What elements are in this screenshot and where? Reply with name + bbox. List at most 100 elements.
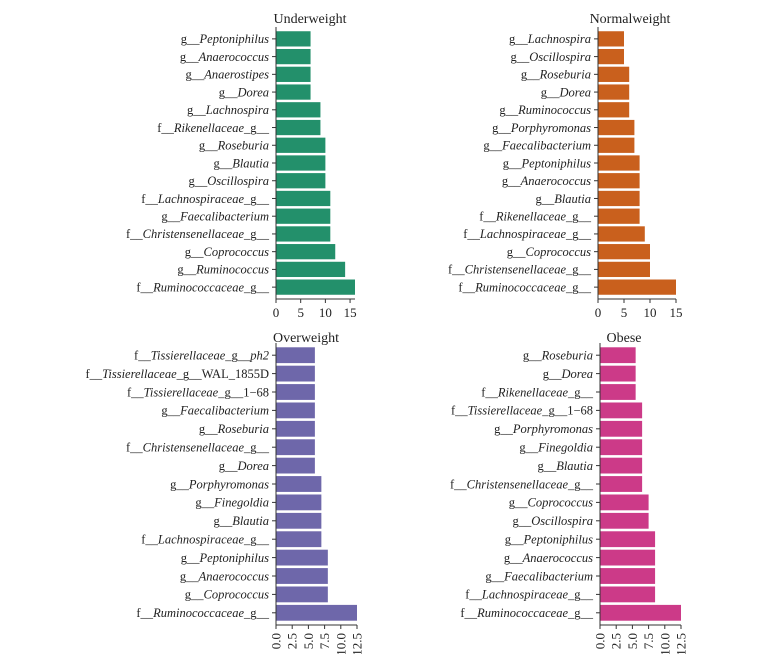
bar — [600, 347, 636, 364]
category-label: g__Coprococcus — [185, 588, 269, 602]
bar — [600, 420, 643, 437]
category-label: f__Tissierellaceae_g__WAL_1855D — [85, 367, 269, 381]
x-tick-label: 0.0 — [269, 633, 284, 649]
bar — [600, 549, 656, 566]
category-label: f__Christensenellaceae_g__ — [126, 441, 270, 455]
category-label: g__Peptoniphilus — [181, 32, 269, 46]
category-label: g__Oscillospira — [188, 174, 269, 188]
category-label: g__Blautia — [213, 156, 269, 170]
category-label: f__Lachnospiraceae_g__ — [463, 227, 592, 241]
bar — [276, 31, 311, 47]
category-label: g__Faecalibacterium — [161, 404, 269, 418]
category-label: g__Anaerococcus — [502, 174, 591, 188]
x-tick-label: 10.0 — [657, 633, 672, 654]
category-label: g__Blautia — [213, 514, 269, 528]
bar — [598, 208, 640, 224]
bar — [598, 190, 640, 207]
bar — [600, 439, 643, 456]
bar — [598, 84, 630, 100]
panel-title: Normalweight — [590, 12, 671, 27]
panel-title: Obese — [607, 331, 642, 346]
category-label: f__Ruminococcaceae_g__ — [136, 280, 269, 294]
bar — [276, 279, 355, 295]
category-label: g__Faecalibacterium — [485, 569, 593, 583]
bar — [598, 31, 624, 47]
bar — [600, 457, 643, 474]
bar — [276, 226, 331, 242]
x-tick-label: 10 — [319, 305, 332, 320]
panel-underweight: Underweight g__Peptoniphilus g__Anaerococc… — [126, 12, 357, 320]
category-label: g__Roseburia — [521, 68, 591, 82]
category-label: g__Peptoniphilus — [181, 551, 269, 565]
x-tick-label: 15 — [670, 305, 683, 320]
category-label: f__Rikenellaceae_g__ — [481, 385, 594, 399]
category-label: g__Anaerostipes — [185, 68, 269, 82]
bar — [598, 261, 650, 278]
panel-obese: Obese g__Roseburia g__Dorea f__Rikenellacea… — [450, 331, 689, 656]
category-label: g__Finegoldia — [195, 496, 269, 510]
bar — [600, 402, 643, 419]
category-label: g__Coprococcus — [507, 245, 591, 259]
x-tick-label: 0 — [273, 305, 280, 320]
bar — [276, 66, 311, 82]
category-label: f__Rikenellaceae_g__ — [479, 210, 592, 224]
category-label: g__Coprococcus — [509, 496, 593, 510]
bar — [598, 244, 650, 260]
bar — [598, 279, 676, 295]
bar — [598, 119, 635, 136]
bar — [276, 568, 328, 584]
category-label: g__Ruminococcus — [499, 103, 591, 117]
bar — [276, 347, 315, 364]
category-label: g__Peptoniphilus — [505, 533, 593, 547]
category-label: g__Dorea — [543, 367, 593, 381]
category-label: g__Dorea — [541, 85, 591, 99]
category-label: g__Oscillospira — [510, 50, 591, 64]
category-label: g__Faecalibacterium — [483, 139, 591, 153]
bar — [276, 420, 315, 437]
bar — [276, 531, 322, 548]
category-label: f__Tissierellaceae_g__ph2 — [134, 349, 269, 363]
x-tick-label: 7.5 — [317, 633, 332, 649]
bar — [600, 531, 656, 548]
bar — [276, 261, 346, 278]
category-label: f__Christensenellaceae_g__ — [126, 227, 270, 241]
category-label: g__Dorea — [219, 85, 269, 99]
bar — [276, 512, 322, 529]
bar — [276, 384, 315, 400]
category-label: g__Ruminococcus — [177, 263, 269, 277]
category-label: g__Lachnospira — [187, 103, 269, 117]
panel-title: Underweight — [273, 12, 346, 27]
category-label: g__Roseburia — [523, 349, 593, 363]
x-tick-label: 7.5 — [641, 633, 656, 649]
bar — [600, 604, 681, 621]
x-tick-label: 0 — [595, 305, 602, 320]
category-label: f__Christensenellaceae_g__ — [448, 263, 592, 277]
panel-title: Overweight — [273, 331, 339, 346]
bar — [598, 226, 645, 242]
category-label: g__Blautia — [535, 192, 591, 206]
panel-normalweight: Normalweight g__Lachnospira g__Oscillospir… — [448, 12, 683, 320]
bar — [598, 137, 635, 153]
category-label: f__Rikenellaceae_g__ — [157, 121, 270, 135]
category-label: g__Anaerococcus — [504, 551, 593, 565]
bar — [600, 476, 643, 492]
bar — [276, 549, 328, 566]
bar — [276, 48, 311, 65]
category-label: g__Porphyromonas — [170, 477, 269, 491]
bar — [276, 457, 315, 474]
bar — [276, 84, 311, 100]
category-label: f__Lachnospiraceae_g__ — [141, 192, 270, 206]
category-label: g__Coprococcus — [185, 245, 269, 259]
x-tick-label: 10 — [644, 305, 657, 320]
category-label: g__Roseburia — [199, 139, 269, 153]
x-tick-label: 2.5 — [609, 633, 624, 649]
category-label: f__Tissierellaceae_g__1−68 — [451, 404, 593, 418]
bar — [276, 494, 322, 511]
bar — [600, 494, 649, 511]
x-tick-label: 12.5 — [350, 633, 365, 654]
bar — [598, 66, 630, 82]
category-label: f__Lachnospiraceae_g__ — [465, 588, 594, 602]
x-tick-label: 5.0 — [625, 633, 640, 649]
